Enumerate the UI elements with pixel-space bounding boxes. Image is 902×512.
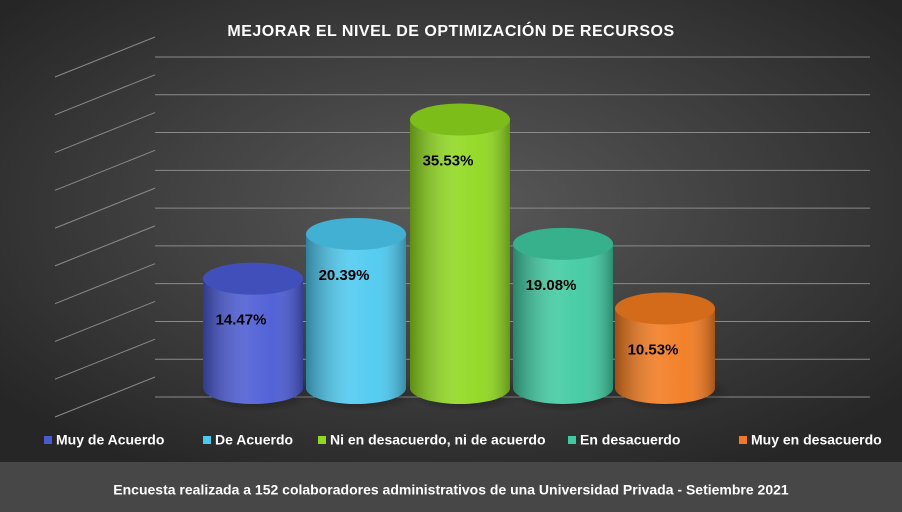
grid-line-side (54, 187, 156, 229)
data-label: 14.47% (216, 312, 267, 329)
caption: Encuesta realizada a 152 colaboradores a… (113, 482, 789, 498)
data-label: 20.39% (319, 267, 370, 284)
bar-top (513, 227, 613, 260)
bar-top-shade (410, 103, 510, 136)
bar-top-shade (203, 262, 303, 295)
bar-top-shade (615, 292, 715, 325)
grid-line-side (54, 338, 156, 380)
bar-top (410, 103, 510, 136)
grid-line-side (54, 149, 156, 191)
data-label: 35.53% (423, 153, 474, 170)
legend-swatch (318, 436, 326, 444)
bar-top-shade (513, 227, 613, 260)
bar-top (306, 217, 406, 250)
bar-top (615, 292, 715, 325)
bar-shade (513, 243, 613, 404)
grid-line-side (54, 225, 156, 267)
grid-line-side (54, 74, 156, 116)
caption-band (0, 462, 902, 512)
legend-label: Muy en desacuerdo (751, 432, 882, 448)
grid-line-side (54, 300, 156, 342)
legend-label: Muy de Acuerdo (56, 432, 164, 448)
bar-top-shade (306, 217, 406, 250)
bar-shade (410, 119, 510, 404)
legend-swatch (44, 436, 52, 444)
legend-swatch (203, 436, 211, 444)
bar-shade (615, 308, 715, 404)
legend-label: De Acuerdo (215, 432, 293, 448)
bar-shade (306, 233, 406, 404)
grid-line-side (54, 376, 156, 418)
data-label: 19.08% (526, 277, 577, 294)
legend-label: En desacuerdo (580, 432, 680, 448)
data-label: 10.53% (628, 341, 679, 358)
bar-shade (203, 278, 303, 404)
chart-title: MEJORAR EL NIVEL DE OPTIMIZACIÓN DE RECU… (227, 21, 674, 40)
grid-line-side (54, 36, 156, 78)
grid-line-side (54, 263, 156, 305)
legend-label: Ni en desacuerdo, ni de acuerdo (330, 432, 546, 448)
legend-swatch (568, 436, 576, 444)
bar-top (203, 262, 303, 295)
grid-line-side (54, 112, 156, 154)
legend-swatch (739, 436, 747, 444)
